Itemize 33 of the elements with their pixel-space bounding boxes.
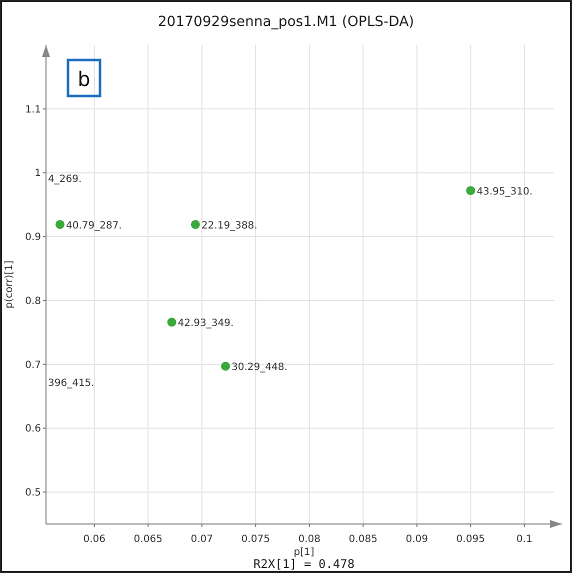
- y-axis-title: p(corr)[1]: [4, 260, 15, 308]
- y-tick-label: 0.7: [25, 360, 41, 371]
- y-tick-label: 0.8: [25, 296, 41, 307]
- annotation: 30.29_448.: [232, 362, 288, 374]
- y-tick-label: 1: [34, 168, 41, 180]
- point: [466, 186, 476, 196]
- y-tick-label: 0.5: [25, 488, 41, 499]
- x-tick-label: 0.095: [456, 534, 485, 545]
- point: [167, 318, 176, 327]
- annotation: 396_415.: [48, 378, 94, 389]
- y-tick-label: 1.1: [25, 104, 41, 116]
- point: [55, 220, 64, 229]
- annotation: 40.79_287.: [66, 220, 122, 232]
- x-tick-label: 0.09: [406, 534, 428, 545]
- x-tick-label: 0.06: [83, 534, 106, 545]
- annotation: 42.93_349.: [178, 318, 234, 330]
- annotation: 22.19_388.: [201, 220, 258, 232]
- annotation: b: [78, 67, 90, 91]
- y-tick-label: 0.6: [25, 424, 41, 435]
- x-tick-label: 0.1: [516, 534, 532, 545]
- x-tick-label: 0.065: [134, 534, 162, 545]
- x-tick-label: 0.075: [241, 534, 270, 545]
- chart-title: 20170929senna_pos1.M1 (OPLS-DA): [158, 14, 414, 30]
- x-axis-title: p[1]: [294, 547, 314, 558]
- y-tick-label: 0.9: [25, 232, 41, 244]
- x-tick-label: 0.07: [190, 534, 214, 545]
- point: [221, 362, 230, 371]
- point: [190, 220, 200, 229]
- annotation: 43.95_310.: [476, 186, 533, 198]
- x-tick-label: 0.08: [298, 534, 321, 545]
- annotation: 4_269.: [48, 174, 82, 185]
- x-tick-label: 0.085: [348, 534, 378, 545]
- text: R2X[1] = 0.478: [253, 557, 355, 571]
